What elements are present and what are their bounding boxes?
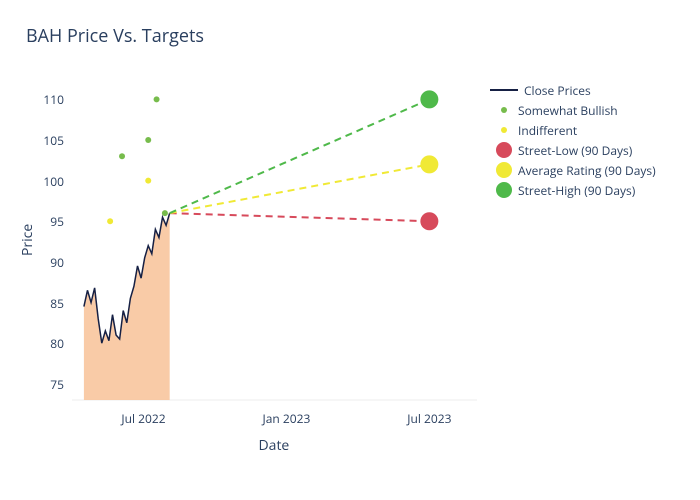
- legend-item[interactable]: Street-Low (90 Days): [490, 140, 656, 160]
- y-tick: 85: [24, 295, 64, 312]
- legend-swatch: [496, 162, 512, 178]
- y-tick: 95: [24, 213, 64, 230]
- legend-swatch: [496, 182, 512, 198]
- indifferent-point: [145, 178, 151, 184]
- target-line-low: [170, 213, 430, 221]
- legend-swatch: [490, 89, 518, 91]
- legend-label: Indifferent: [518, 122, 577, 139]
- y-tick: 110: [24, 91, 64, 108]
- legend-label: Close Prices: [524, 82, 591, 99]
- target-marker-high: [420, 90, 438, 108]
- legend-label: Average Rating (90 Days): [518, 162, 656, 179]
- bullish-point: [119, 153, 125, 159]
- legend-label: Street-Low (90 Days): [518, 142, 632, 159]
- legend-item[interactable]: Indifferent: [490, 120, 656, 140]
- legend: Close Prices Somewhat Bullish Indifferent S…: [490, 80, 656, 200]
- y-tick: 105: [24, 132, 64, 149]
- bullish-point: [162, 210, 168, 216]
- legend-label: Street-High (90 Days): [518, 182, 635, 199]
- y-tick: 100: [24, 173, 64, 190]
- chart-title: BAH Price Vs. Targets: [26, 24, 204, 48]
- legend-swatch: [496, 142, 512, 158]
- y-tick: 80: [24, 335, 64, 352]
- x-tick: Jul 2022: [121, 410, 165, 427]
- indifferent-point: [107, 218, 113, 224]
- legend-label: Somewhat Bullish: [518, 102, 618, 119]
- y-tick: 90: [24, 254, 64, 271]
- bullish-point: [154, 96, 160, 102]
- chart-svg: [72, 75, 477, 400]
- target-line-avg: [170, 164, 430, 213]
- legend-item[interactable]: Close Prices: [490, 80, 656, 100]
- y-tick: 75: [24, 376, 64, 393]
- target-line-high: [170, 99, 430, 213]
- legend-item[interactable]: Somewhat Bullish: [490, 100, 656, 120]
- x-axis-label: Date: [259, 436, 290, 455]
- legend-swatch: [501, 127, 507, 133]
- bullish-point: [145, 137, 151, 143]
- target-marker-avg: [420, 155, 438, 173]
- legend-item[interactable]: Street-High (90 Days): [490, 180, 656, 200]
- target-marker-low: [420, 212, 438, 230]
- plot-area: [72, 75, 477, 400]
- x-tick: Jan 2023: [263, 410, 311, 427]
- legend-swatch: [501, 107, 507, 113]
- x-tick: Jul 2023: [407, 410, 451, 427]
- legend-item[interactable]: Average Rating (90 Days): [490, 160, 656, 180]
